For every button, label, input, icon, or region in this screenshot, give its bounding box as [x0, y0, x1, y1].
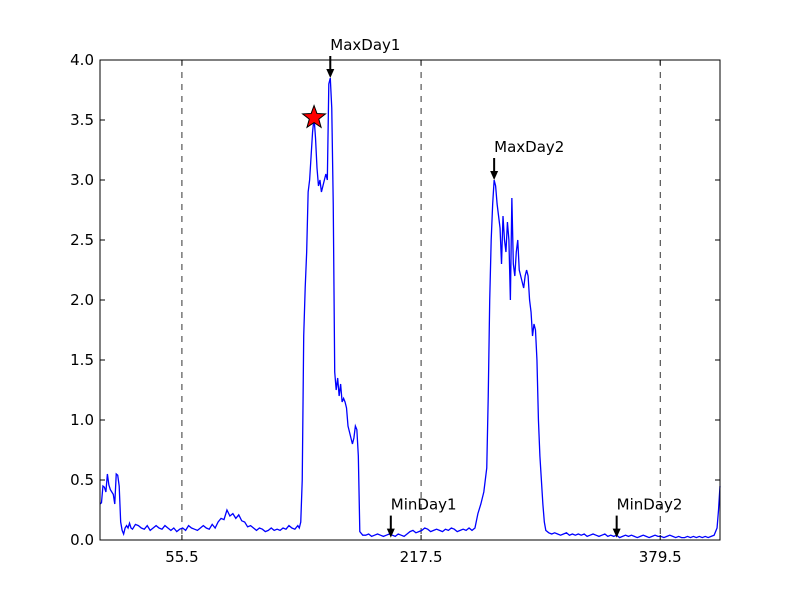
series-layer: [99, 77, 721, 539]
y-tick-label-1: 0.5: [70, 471, 94, 489]
y-tick-label-4: 2.0: [70, 291, 94, 309]
x-tick-label-0: 55.5: [165, 548, 198, 566]
annotation-label-1: MinDay1: [391, 496, 457, 514]
annotation-arrow-head-0: [326, 69, 335, 78]
grid-lines: [181, 60, 661, 540]
annotation-label-0: MaxDay1: [330, 36, 400, 54]
annotation-arrow-head-3: [612, 528, 621, 538]
y-tick-label-2: 1.0: [70, 411, 94, 429]
x-tick-label-1: 217.5: [400, 548, 443, 566]
y-tick-label-3: 1.5: [70, 351, 94, 369]
series-line-0: [99, 77, 721, 539]
y-tick-label-8: 4.0: [70, 51, 94, 69]
y-tick-label-7: 3.5: [70, 111, 94, 129]
annotation-arrow-head-2: [490, 171, 499, 180]
x-tick-label-2: 379.5: [639, 548, 682, 566]
y-tick-label-5: 2.5: [70, 231, 94, 249]
y-tick-label-6: 3.0: [70, 171, 94, 189]
star-marker: [301, 104, 327, 129]
annotation-label-3: MinDay2: [617, 496, 683, 514]
annotations: MaxDay1 MinDay1 MaxDay2 MinDay2: [301, 36, 683, 538]
annotation-arrow-head-1: [386, 528, 395, 538]
y-tick-label-0: 0.0: [70, 531, 94, 549]
axes: 55.5 217.5 379.5 0.0 0.5 1.0 1.5 2.0 2.5 3.0 3.5 4.…: [70, 51, 721, 566]
annotation-label-2: MaxDay2: [494, 138, 564, 156]
